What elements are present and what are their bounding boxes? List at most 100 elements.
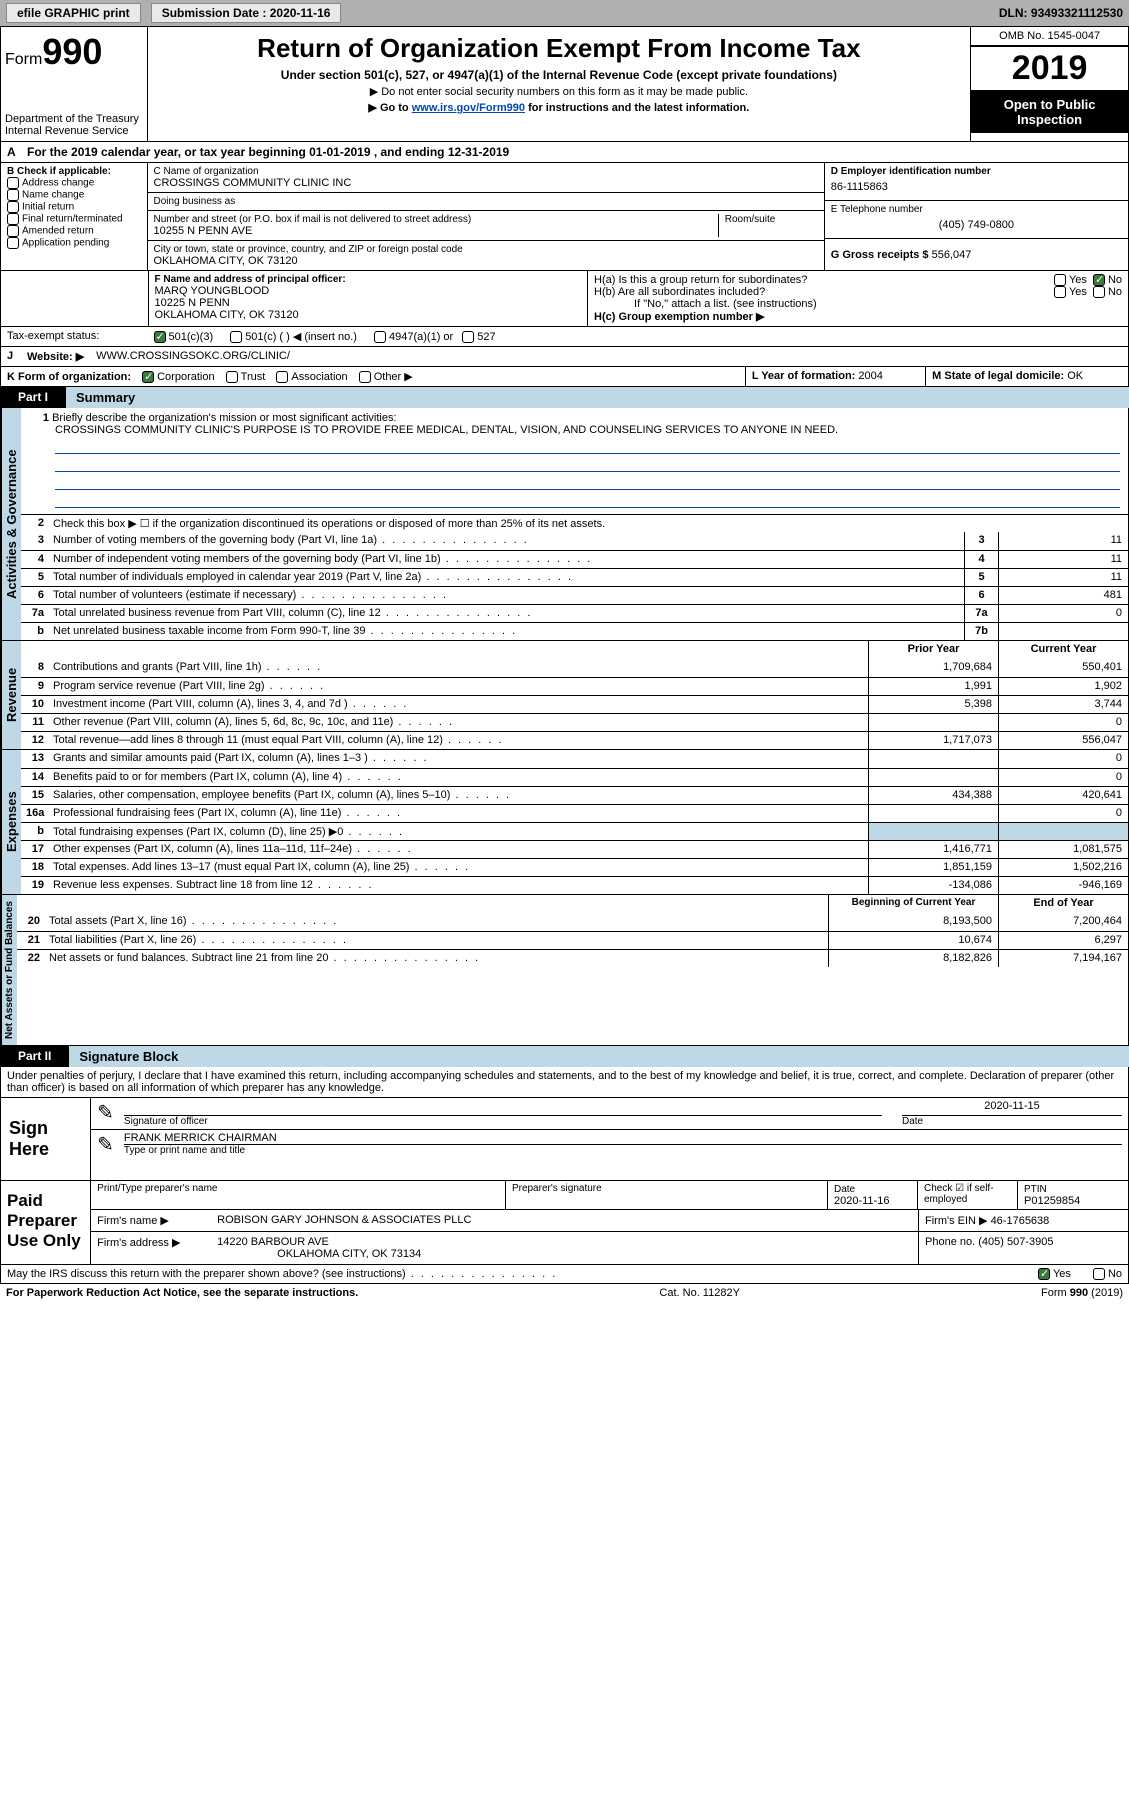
phone-label: E Telephone number: [831, 204, 1122, 215]
prep-name-label: Print/Type preparer's name: [91, 1181, 506, 1209]
chk-application-pending[interactable]: Application pending: [7, 237, 141, 249]
org-name: CROSSINGS COMMUNITY CLINIC INC: [154, 177, 818, 189]
exp-line-18: 18 Total expenses. Add lines 13–17 (must…: [21, 858, 1128, 876]
phone-value: (405) 749-0800: [831, 215, 1122, 235]
officer-addr1: 10225 N PENN: [155, 297, 582, 309]
part-1-tab: Part I: [0, 387, 66, 408]
discuss-yes[interactable]: Yes: [1032, 1265, 1077, 1283]
part-2-tab: Part II: [0, 1046, 69, 1067]
h-a-no[interactable]: No: [1093, 274, 1122, 286]
officer-label: F Name and address of principal officer:: [155, 274, 582, 285]
omb-number: OMB No. 1545-0047: [971, 27, 1128, 46]
firm-addr-2: OKLAHOMA CITY, OK 73134: [217, 1248, 912, 1260]
chk-4947[interactable]: 4947(a)(1) or: [374, 331, 453, 343]
website-label: Website: ▶: [21, 347, 90, 366]
submission-date-button[interactable]: Submission Date : 2020-11-16: [151, 3, 342, 23]
chk-501c3[interactable]: 501(c)(3): [154, 331, 214, 343]
q2-text: Check this box ▶ ☐ if the organization d…: [49, 515, 1128, 532]
pen-icon: ✎: [97, 1100, 124, 1127]
firm-name-value: ROBISON GARY JOHNSON & ASSOCIATES PLLC: [211, 1210, 918, 1231]
firm-name-label: Firm's name ▶: [91, 1210, 211, 1231]
chk-initial-return[interactable]: Initial return: [7, 201, 141, 213]
sign-date-label: Date: [902, 1116, 1122, 1127]
part-1-header: Part I Summary: [0, 387, 1129, 408]
gross-receipts-value: 556,047: [932, 249, 972, 261]
footer-left: For Paperwork Reduction Act Notice, see …: [6, 1287, 358, 1299]
sign-here-label: Sign Here: [1, 1098, 91, 1180]
gov-line-4: 4 Number of independent voting members o…: [21, 550, 1128, 568]
addr-label: Number and street (or P.O. box if mail i…: [154, 214, 718, 225]
prep-sig-label: Preparer's signature: [506, 1181, 828, 1209]
efile-print-button[interactable]: efile GRAPHIC print: [6, 3, 141, 23]
h-b-yes[interactable]: Yes: [1054, 286, 1087, 298]
form-title: Return of Organization Exempt From Incom…: [154, 33, 965, 64]
officer-signed-name: FRANK MERRICK CHAIRMAN: [124, 1132, 1122, 1145]
prior-year-hdr: Prior Year: [868, 641, 998, 659]
rev-line-8: 8 Contributions and grants (Part VIII, l…: [21, 659, 1128, 677]
chk-name-change[interactable]: Name change: [7, 189, 141, 201]
gov-line-7a: 7a Total unrelated business revenue from…: [21, 604, 1128, 622]
chk-amended-return[interactable]: Amended return: [7, 225, 141, 237]
current-year-hdr: Current Year: [998, 641, 1128, 659]
discuss-no[interactable]: No: [1087, 1265, 1128, 1283]
street-address: 10255 N PENN AVE: [154, 225, 718, 237]
part-2-title: Signature Block: [69, 1046, 1129, 1067]
ptin-label: PTIN: [1024, 1184, 1047, 1195]
firm-addr-1: 14220 BARBOUR AVE: [217, 1236, 912, 1248]
rev-line-9: 9 Program service revenue (Part VIII, li…: [21, 677, 1128, 695]
governance-side-label: Activities & Governance: [1, 408, 21, 640]
m-label: M State of legal domicile:: [932, 370, 1064, 382]
top-bar: efile GRAPHIC print Submission Date : 20…: [0, 0, 1129, 26]
chk-corp[interactable]: Corporation: [142, 371, 214, 383]
gov-line-5: 5 Total number of individuals employed i…: [21, 568, 1128, 586]
part-2-header: Part II Signature Block: [0, 1046, 1129, 1067]
submission-date-value: 2020-11-16: [270, 6, 331, 20]
website-value: WWW.CROSSINGSOKC.ORG/CLINIC/: [90, 347, 296, 366]
chk-assoc[interactable]: Association: [276, 371, 347, 383]
revenue-side-label: Revenue: [1, 641, 21, 749]
mission-rule-1: [55, 438, 1120, 454]
irs-link[interactable]: www.irs.gov/Form990: [412, 102, 525, 114]
h-a-yes[interactable]: Yes: [1054, 274, 1087, 286]
rev-line-12: 12 Total revenue—add lines 8 through 11 …: [21, 731, 1128, 749]
paid-preparer-label: Paid Preparer Use Only: [1, 1181, 91, 1264]
chk-trust[interactable]: Trust: [226, 371, 266, 383]
chk-final-return[interactable]: Final return/terminated: [7, 213, 141, 225]
open-to-public: Open to Public Inspection: [971, 91, 1128, 133]
form-subtitle: Under section 501(c), 527, or 4947(a)(1)…: [154, 68, 965, 82]
h-b-no[interactable]: No: [1093, 286, 1122, 298]
na-line-21: 21 Total liabilities (Part X, line 26) 1…: [17, 931, 1128, 949]
mission-text: CROSSINGS COMMUNITY CLINIC'S PURPOSE IS …: [27, 424, 838, 436]
chk-527[interactable]: 527: [462, 331, 495, 343]
goto-suffix: for instructions and the latest informat…: [525, 102, 749, 114]
perjury-declaration: Under penalties of perjury, I declare th…: [0, 1067, 1129, 1098]
m-value: OK: [1067, 370, 1083, 382]
sig-officer-label: Signature of officer: [124, 1116, 882, 1127]
form-990: 990: [42, 31, 102, 72]
chk-501c[interactable]: 501(c) ( ) ◀ (insert no.): [230, 331, 357, 343]
city-state-zip: OKLAHOMA CITY, OK 73120: [154, 255, 818, 267]
chk-address-change[interactable]: Address change: [7, 177, 141, 189]
prep-date-value: 2020-11-16: [834, 1195, 889, 1207]
name-title-label: Type or print name and title: [124, 1145, 1122, 1156]
part-1-title: Summary: [66, 387, 1129, 408]
gov-line-3: 3 Number of voting members of the govern…: [21, 532, 1128, 550]
q1-num: 1: [27, 412, 49, 424]
exp-line-19: 19 Revenue less expenses. Subtract line …: [21, 876, 1128, 894]
chk-other[interactable]: Other ▶: [359, 371, 413, 383]
goto-prefix: ▶ Go to: [368, 102, 411, 114]
self-employed-chk[interactable]: Check ☑ if self-employed: [918, 1181, 1018, 1209]
pen-icon-2: ✎: [97, 1132, 124, 1157]
form-prefix: Form: [5, 51, 42, 68]
section-b-header: B Check if applicable:: [7, 166, 141, 177]
exp-line-17: 17 Other expenses (Part IX, column (A), …: [21, 840, 1128, 858]
dba-label: Doing business as: [154, 196, 818, 207]
dln-value: 93493321112530: [1031, 6, 1123, 20]
form-header: Form990 Department of the Treasury Inter…: [0, 26, 1129, 142]
begin-year-hdr: Beginning of Current Year: [828, 895, 998, 913]
section-b: B Check if applicable: Address change Na…: [1, 163, 148, 270]
exp-line-14: 14 Benefits paid to or for members (Part…: [21, 768, 1128, 786]
h-b-note: If "No," attach a list. (see instruction…: [594, 298, 1122, 310]
exp-line-16a: 16a Professional fundraising fees (Part …: [21, 804, 1128, 822]
prep-date-label: Date: [834, 1184, 855, 1195]
